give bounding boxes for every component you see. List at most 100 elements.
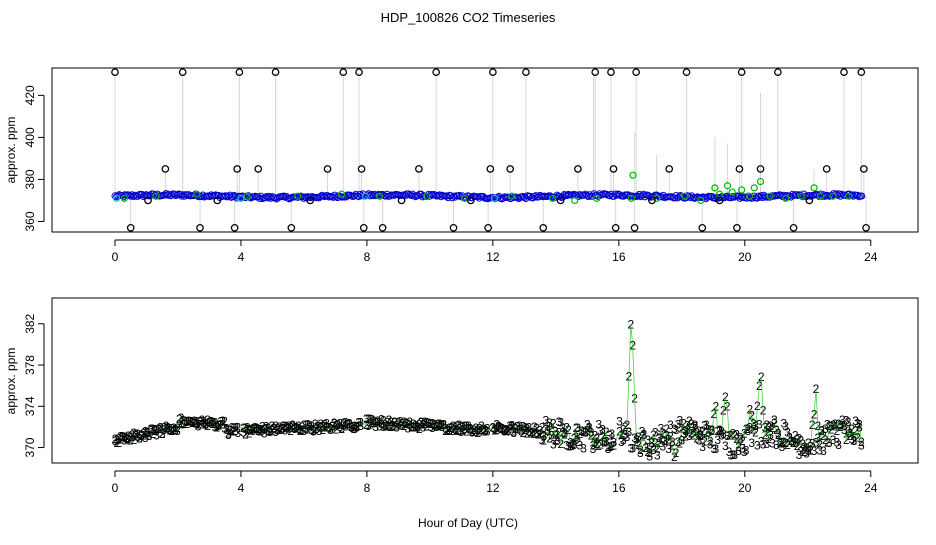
bottom-blue-marker: 3 bbox=[635, 430, 642, 444]
bottom-x-tick-label: 16 bbox=[612, 481, 626, 495]
top-x-axis: 0 4 8 12 16 20 24 bbox=[112, 239, 878, 264]
bottom-blue-marker: 3 bbox=[278, 422, 285, 436]
bottom-blue-marker: 3 bbox=[189, 416, 196, 430]
bottom-blue-marker: 3 bbox=[138, 429, 145, 443]
bottom-blue-marker: 3 bbox=[431, 418, 438, 432]
bottom-blue-marker: 3 bbox=[473, 425, 480, 439]
bottom-blue-marker: 3 bbox=[559, 421, 566, 435]
bottom-blue-marker: 3 bbox=[609, 427, 616, 441]
bottom-blue-marker: 3 bbox=[471, 423, 478, 437]
top-green-point bbox=[593, 194, 601, 202]
top-baseline-point bbox=[584, 193, 592, 201]
bottom-blue-marker: 3 bbox=[146, 429, 153, 443]
top-y-tick-label: 380 bbox=[23, 169, 37, 189]
bottom-blue-marker: 3 bbox=[365, 419, 372, 433]
bottom-blue-marker: 3 bbox=[722, 439, 729, 453]
bottom-blue-marker: 3 bbox=[446, 424, 453, 438]
top-x-tick-label: 12 bbox=[486, 250, 500, 264]
top-outlier-point bbox=[859, 165, 868, 173]
bottom-blue-marker: 3 bbox=[849, 433, 856, 447]
bottom-blue-marker: 3 bbox=[251, 422, 258, 436]
bottom-blue-marker: 3 bbox=[633, 433, 640, 447]
bottom-blue-marker: 3 bbox=[822, 422, 829, 436]
bottom-blue-marker: 3 bbox=[520, 420, 527, 434]
bottom-points: 2222222222222222222222222222222222222222… bbox=[112, 317, 865, 464]
bottom-blue-marker: 3 bbox=[811, 444, 818, 458]
top-outlier-point bbox=[774, 68, 782, 77]
bottom-blue-marker: 3 bbox=[131, 426, 138, 440]
bottom-blue-marker: 3 bbox=[531, 420, 538, 434]
bottom-blue-marker: 3 bbox=[820, 444, 827, 458]
bottom-blue-marker: 3 bbox=[718, 428, 725, 442]
bottom-blue-marker: 3 bbox=[663, 428, 670, 442]
top-outlier-point bbox=[556, 196, 565, 205]
bottom-blue-marker: 3 bbox=[648, 436, 655, 450]
bottom-blue-marker: 3 bbox=[467, 422, 474, 436]
bottom-blue-marker: 3 bbox=[503, 422, 510, 436]
bottom-blue-marker: 3 bbox=[733, 428, 740, 442]
bottom-blue-marker: 3 bbox=[854, 417, 861, 431]
bottom-blue-marker: 3 bbox=[563, 439, 570, 453]
bottom-blue-marker: 3 bbox=[333, 419, 340, 433]
bottom-blue-marker: 3 bbox=[182, 414, 189, 428]
bottom-blue-marker: 3 bbox=[573, 430, 580, 444]
top-outlier-point bbox=[213, 196, 222, 205]
bottom-blue-marker: 3 bbox=[826, 436, 833, 450]
bottom-blue-marker: 3 bbox=[136, 431, 143, 445]
top-y-tick-label: 420 bbox=[23, 85, 37, 105]
top-green-point bbox=[193, 190, 201, 198]
bottom-blue-marker: 3 bbox=[355, 416, 362, 430]
bottom-blue-marker: 3 bbox=[754, 438, 761, 452]
top-outlier-point bbox=[630, 223, 639, 232]
bottom-blue-marker: 3 bbox=[656, 431, 663, 445]
bottom-blue-marker: 3 bbox=[782, 419, 789, 433]
bottom-blue-marker: 3 bbox=[212, 421, 219, 435]
bottom-blue-marker: 3 bbox=[427, 420, 434, 434]
bottom-blue-marker: 3 bbox=[469, 426, 476, 440]
top-outlier-point bbox=[648, 196, 656, 205]
bottom-blue-marker: 3 bbox=[217, 415, 224, 429]
top-outlier-point bbox=[733, 223, 741, 232]
bottom-blue-marker: 3 bbox=[544, 424, 551, 438]
bottom-blue-marker: 3 bbox=[767, 428, 774, 442]
bottom-blue-marker: 3 bbox=[716, 424, 723, 438]
bottom-blue-marker: 3 bbox=[512, 422, 519, 436]
bottom-blue-marker: 3 bbox=[784, 425, 791, 439]
bottom-blue-marker: 3 bbox=[586, 421, 593, 435]
bottom-blue-marker: 3 bbox=[157, 420, 164, 434]
bottom-blue-marker: 3 bbox=[393, 421, 400, 435]
bottom-blue-marker: 3 bbox=[323, 416, 330, 430]
bottom-blue-marker: 3 bbox=[497, 422, 504, 436]
bottom-blue-marker: 3 bbox=[319, 419, 326, 433]
top-y-tick-label: 400 bbox=[23, 127, 37, 147]
bottom-blue-marker: 3 bbox=[592, 436, 599, 450]
top-points bbox=[111, 68, 870, 232]
bottom-blue-marker: 3 bbox=[119, 429, 126, 443]
bottom-blue-marker: 3 bbox=[493, 417, 500, 431]
top-baseline-point bbox=[280, 192, 288, 200]
top-outlier-point bbox=[178, 68, 187, 77]
bottom-blue-marker: 3 bbox=[267, 425, 274, 439]
bottom-blue-marker: 3 bbox=[684, 418, 691, 432]
bottom-blue-marker: 3 bbox=[382, 419, 389, 433]
bottom-blue-marker: 3 bbox=[161, 423, 168, 437]
bottom-blue-marker: 3 bbox=[456, 418, 463, 432]
bottom-blue-marker: 3 bbox=[576, 438, 583, 452]
bottom-blue-marker: 3 bbox=[646, 450, 653, 464]
bottom-blue-marker: 3 bbox=[318, 417, 325, 431]
bottom-blue-marker: 3 bbox=[850, 434, 857, 448]
top-outlier-point bbox=[574, 165, 582, 173]
bottom-blue-marker: 3 bbox=[335, 418, 342, 432]
bottom-blue-marker: 3 bbox=[641, 428, 648, 442]
bottom-blue-marker: 3 bbox=[234, 426, 241, 440]
bottom-blue-marker: 3 bbox=[459, 421, 466, 435]
bottom-blue-marker: 3 bbox=[837, 418, 844, 432]
top-x-tick-label: 24 bbox=[864, 250, 878, 264]
bottom-blue-marker: 3 bbox=[729, 448, 736, 462]
bottom-blue-marker: 3 bbox=[450, 419, 457, 433]
bottom-blue-marker: 3 bbox=[745, 424, 752, 438]
bottom-blue-marker: 3 bbox=[280, 421, 287, 435]
top-outlier-point bbox=[484, 223, 492, 232]
bottom-blue-marker: 3 bbox=[159, 427, 166, 441]
bottom-blue-marker: 3 bbox=[244, 422, 251, 436]
